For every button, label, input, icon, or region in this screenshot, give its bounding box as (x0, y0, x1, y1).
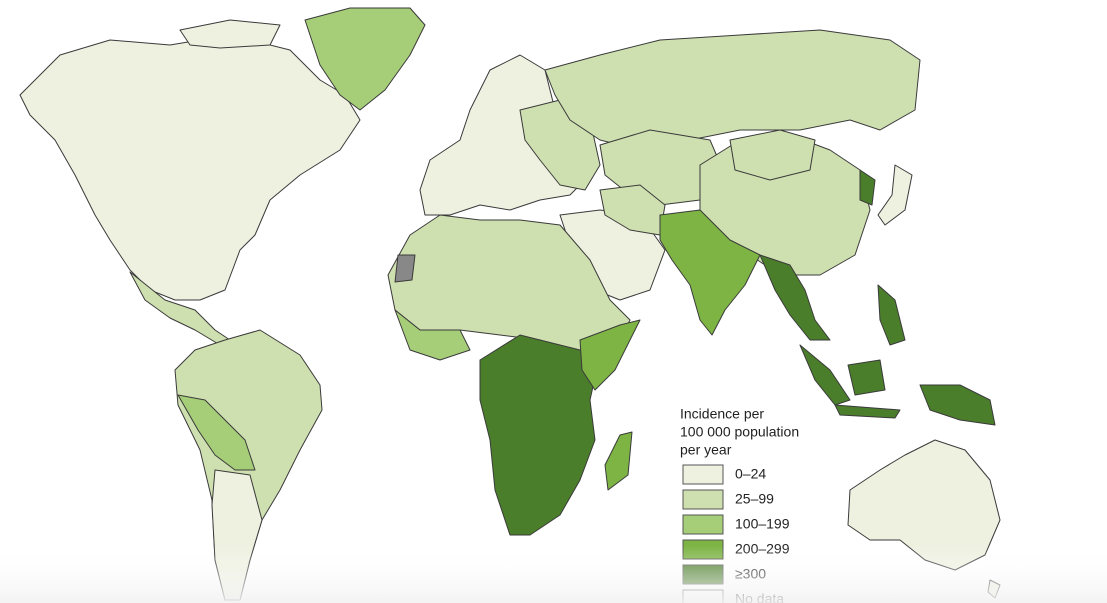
korea (859, 169, 876, 206)
legend-title: Incidence per (680, 406, 764, 422)
legend-swatch (682, 514, 724, 535)
indonesia (799, 284, 996, 426)
legend-label: 100–199 (735, 516, 790, 532)
russia (544, 29, 921, 151)
countries (19, 7, 1001, 601)
north-america (19, 34, 361, 301)
western-sahara (394, 254, 416, 283)
india (659, 209, 761, 336)
legend-title: 100 000 population (680, 424, 799, 440)
australia (847, 439, 1001, 571)
arctic-islands (179, 19, 281, 49)
madagascar (604, 431, 633, 491)
legend-label: 0–24 (735, 466, 766, 482)
central-southern-africa (479, 334, 601, 536)
greenland (304, 7, 426, 111)
mongolia (729, 129, 816, 181)
video-fade (0, 545, 1107, 603)
peru-bolivia (177, 394, 256, 471)
legend-title: per year (680, 442, 732, 458)
legend-swatch (682, 489, 724, 510)
japan (877, 164, 913, 226)
legend-label: 25–99 (735, 491, 774, 507)
southeast-asia (759, 254, 831, 341)
legend-swatch (682, 464, 724, 485)
east-africa (579, 319, 641, 391)
west-africa (394, 309, 471, 361)
